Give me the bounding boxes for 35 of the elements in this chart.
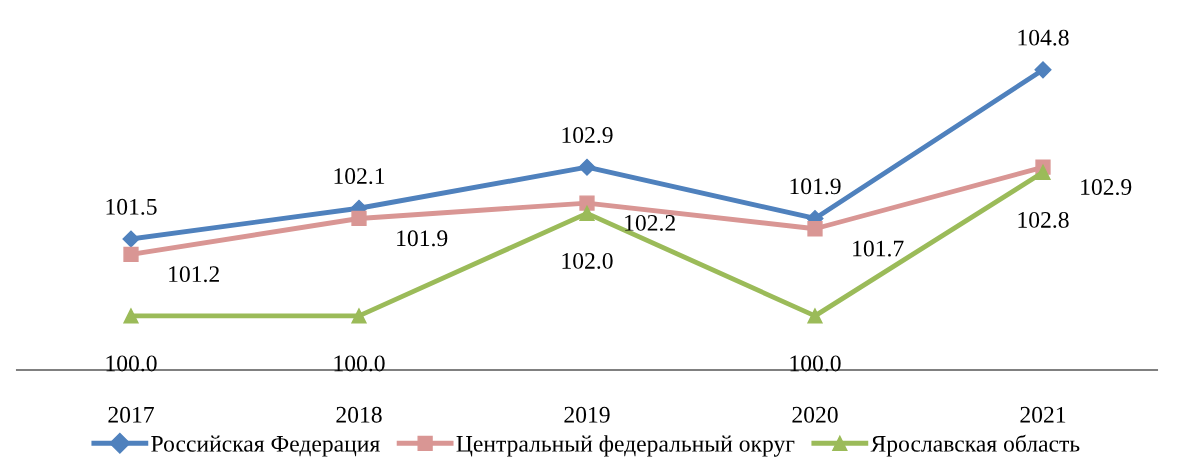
legend-label: Ярославская область bbox=[870, 434, 1080, 457]
data-label: 102.9 bbox=[1081, 179, 1132, 196]
point bbox=[579, 195, 595, 211]
data-label: 104.8 bbox=[1018, 29, 1069, 46]
point bbox=[1034, 61, 1052, 79]
x-tick-label: 2018 bbox=[336, 406, 382, 423]
data-label: 100.0 bbox=[334, 355, 385, 372]
point bbox=[578, 158, 596, 176]
data-label: 100.0 bbox=[106, 355, 157, 372]
data-label: 102.0 bbox=[562, 252, 613, 269]
data-label: 102.9 bbox=[562, 127, 613, 144]
data-label: 101.5 bbox=[106, 198, 157, 215]
data-label: 101.2 bbox=[169, 266, 219, 283]
data-label: 101.9 bbox=[397, 230, 448, 247]
x-tick-label: 2021 bbox=[1020, 406, 1066, 423]
point bbox=[351, 308, 367, 324]
data-label: 101.7 bbox=[853, 240, 904, 257]
x-tick-label: 2017 bbox=[108, 406, 154, 423]
point bbox=[123, 308, 139, 324]
point bbox=[1035, 164, 1051, 180]
data-label: 101.9 bbox=[790, 178, 841, 195]
x-tick-label: 2019 bbox=[564, 406, 610, 423]
data-label: 102.2 bbox=[625, 214, 675, 231]
legend-label: Центральный федеральный округ bbox=[456, 435, 795, 457]
data-label: 102.1 bbox=[334, 168, 385, 185]
x-tick-label: 2020 bbox=[792, 406, 838, 423]
point bbox=[807, 221, 823, 237]
data-label: 102.8 bbox=[1018, 211, 1069, 228]
point bbox=[123, 246, 139, 263]
data-label: 100.0 bbox=[790, 355, 841, 372]
legend-label: Российская Федерация bbox=[151, 435, 380, 457]
point bbox=[122, 230, 140, 248]
point bbox=[807, 308, 823, 324]
point bbox=[579, 205, 595, 221]
point bbox=[351, 210, 367, 227]
